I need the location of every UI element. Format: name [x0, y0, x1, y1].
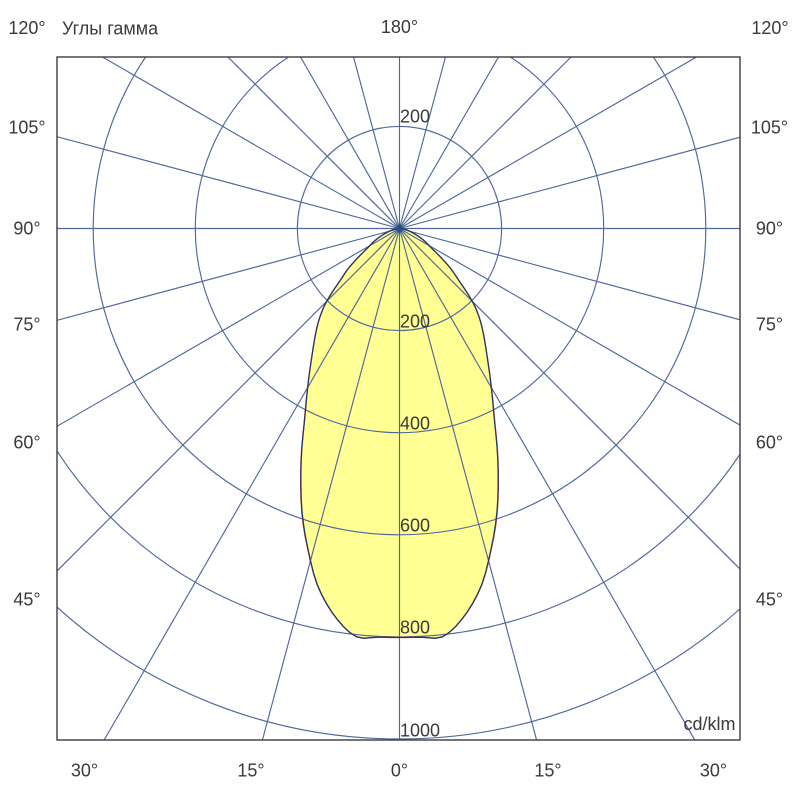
- svg-text:75°: 75°: [13, 315, 40, 335]
- svg-text:200: 200: [400, 311, 430, 331]
- svg-text:90°: 90°: [756, 219, 783, 239]
- svg-text:Углы гамма: Углы гамма: [62, 19, 159, 39]
- svg-text:30°: 30°: [71, 760, 98, 780]
- svg-text:180°: 180°: [381, 17, 418, 37]
- svg-text:105°: 105°: [8, 118, 45, 138]
- svg-text:45°: 45°: [13, 589, 40, 609]
- svg-text:60°: 60°: [13, 433, 40, 453]
- svg-text:30°: 30°: [700, 760, 727, 780]
- svg-text:cd/klm: cd/klm: [683, 714, 735, 734]
- svg-text:105°: 105°: [751, 118, 788, 138]
- svg-text:120°: 120°: [8, 18, 45, 38]
- svg-text:120°: 120°: [751, 18, 788, 38]
- svg-text:15°: 15°: [237, 760, 264, 780]
- svg-text:800: 800: [400, 618, 430, 638]
- svg-text:75°: 75°: [756, 315, 783, 335]
- svg-text:400: 400: [400, 414, 430, 434]
- svg-text:45°: 45°: [756, 589, 783, 609]
- svg-text:1000: 1000: [400, 721, 440, 741]
- svg-text:0°: 0°: [391, 760, 408, 780]
- svg-text:200: 200: [400, 107, 430, 127]
- svg-text:90°: 90°: [13, 219, 40, 239]
- svg-text:600: 600: [400, 516, 430, 536]
- svg-text:60°: 60°: [756, 433, 783, 453]
- svg-text:15°: 15°: [534, 760, 561, 780]
